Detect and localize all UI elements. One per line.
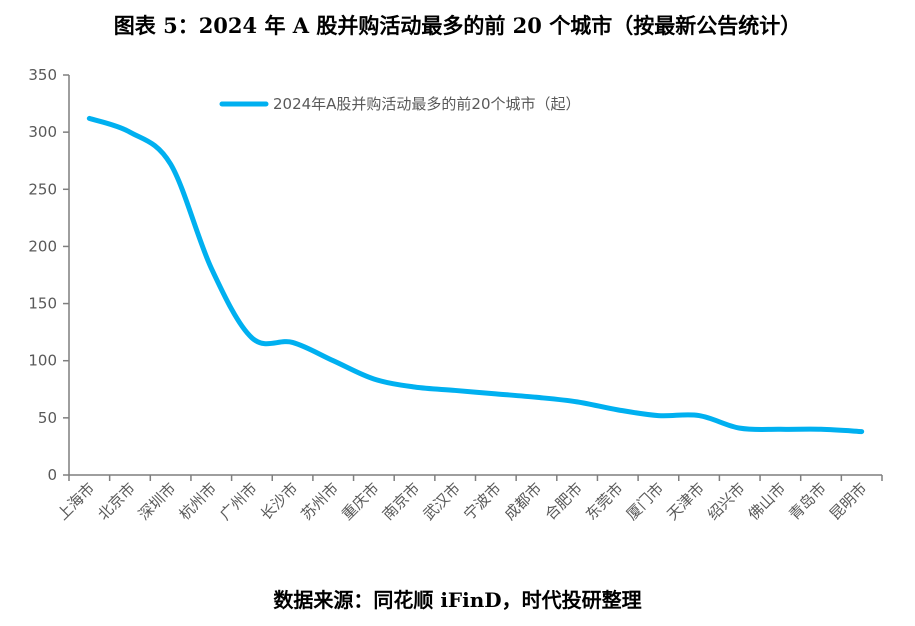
axes <box>68 75 882 476</box>
x-tick-label: 合肥市 <box>541 479 586 524</box>
data-point-绍兴市 <box>738 426 742 430</box>
x-tick-label: 深圳市 <box>135 479 180 524</box>
x-tick-label: 长沙市 <box>257 479 302 524</box>
x-tick-label: 天津市 <box>663 479 708 524</box>
data-point-佛山市 <box>778 427 782 431</box>
y-tick-label: 0 <box>47 466 57 484</box>
x-tick-label: 上海市 <box>54 479 99 524</box>
x-tick-label: 佛山市 <box>745 479 790 524</box>
x-tick-label: 南京市 <box>379 479 424 524</box>
data-point-厦门市 <box>656 414 660 418</box>
legend: 2024年A股并购活动最多的前20个城市（起） <box>219 95 581 113</box>
data-point-昆明市 <box>860 430 864 434</box>
data-point-南京市 <box>413 385 417 389</box>
x-tick-label: 苏州市 <box>297 479 342 524</box>
data-point-天津市 <box>697 414 701 418</box>
data-point-北京市 <box>128 130 132 134</box>
x-axis-ticks: 上海市北京市深圳市杭州市广州市长沙市苏州市重庆市南京市武汉市宁波市成都市合肥市东… <box>54 475 883 524</box>
x-tick-label: 武汉市 <box>419 479 464 524</box>
y-tick-label: 100 <box>28 352 57 370</box>
data-point-杭州市 <box>209 266 213 270</box>
data-point-合肥市 <box>575 400 579 404</box>
data-source: 数据来源：同花顺 iFinD，时代投研整理 <box>273 588 642 612</box>
legend-label: 2024年A股并购活动最多的前20个城市（起） <box>273 95 581 113</box>
x-tick-label: 宁波市 <box>460 479 505 524</box>
data-point-苏州市 <box>331 359 335 363</box>
data-point-广州市 <box>250 336 254 340</box>
x-tick-label: 青岛市 <box>785 479 830 524</box>
data-point-长沙市 <box>291 340 295 344</box>
x-tick-label: 绍兴市 <box>704 479 749 524</box>
x-tick-label: 厦门市 <box>623 479 668 524</box>
data-point-东莞市 <box>616 408 620 412</box>
y-tick-label: 250 <box>28 180 57 198</box>
y-tick-label: 200 <box>28 237 57 255</box>
x-tick-label: 重庆市 <box>338 479 383 524</box>
chart-title: 图表 5：2024 年 A 股并购活动最多的前 20 个城市（按最新公告统计） <box>113 13 802 38</box>
series-line <box>86 115 865 435</box>
x-tick-label: 广州市 <box>216 479 261 524</box>
y-axis-ticks: 0 50 100 150 200 250 300 350 <box>28 66 69 484</box>
data-point-成都市 <box>534 395 538 399</box>
data-point-上海市 <box>87 116 91 120</box>
y-tick-label: 300 <box>28 123 57 141</box>
y-tick-label: 50 <box>38 409 57 427</box>
x-tick-label: 成都市 <box>501 479 546 524</box>
y-tick-label: 350 <box>28 66 57 84</box>
data-point-宁波市 <box>494 392 498 396</box>
x-tick-label: 杭州市 <box>176 479 221 524</box>
x-tick-label: 东莞市 <box>582 479 627 524</box>
x-tick-label: 昆明市 <box>826 479 871 524</box>
x-tick-label: 北京市 <box>94 479 139 524</box>
data-point-青岛市 <box>819 427 823 431</box>
y-tick-label: 150 <box>28 295 57 313</box>
data-point-深圳市 <box>169 162 173 166</box>
data-point-重庆市 <box>372 377 376 381</box>
data-point-武汉市 <box>453 388 457 392</box>
